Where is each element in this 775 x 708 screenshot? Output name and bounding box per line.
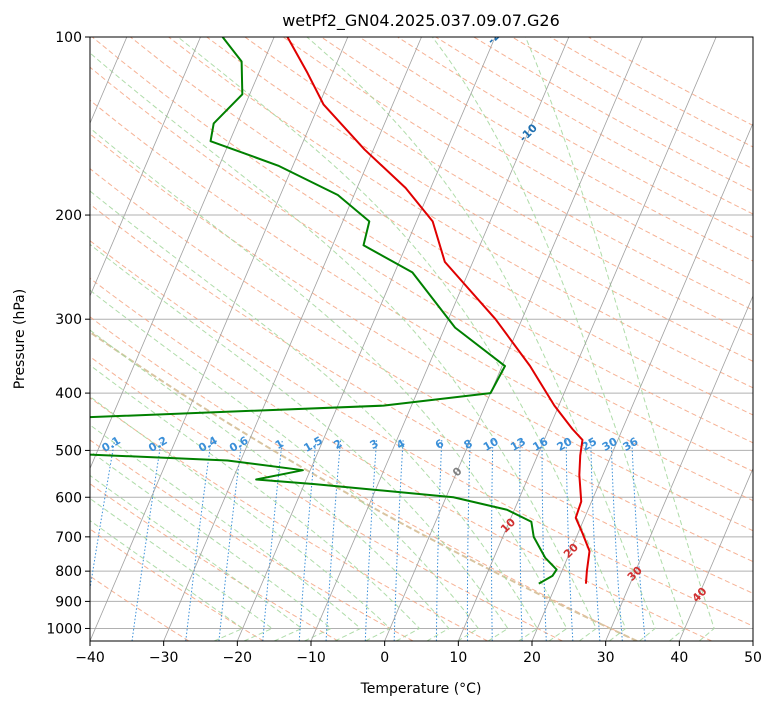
y-tick-label: 800 (55, 564, 82, 580)
isotherm-line (310, 37, 570, 641)
isotherm-line (678, 467, 753, 641)
mixing-ratio-line (218, 439, 243, 641)
x-tick-label: 0 (380, 650, 389, 666)
moist-adiabat (90, 364, 421, 641)
profile-lines (90, 37, 591, 585)
y-tick-label: 100 (55, 30, 82, 46)
dry-adiabat (90, 66, 753, 472)
x-tick-label: −40 (75, 650, 105, 666)
chart-title: wetPf2_GN04.2025.037.09.07.G26 (282, 11, 560, 31)
dry-adiabat (206, 37, 753, 362)
isotherm-line (236, 37, 496, 641)
dry-adiabat (90, 397, 488, 641)
plot-area-background (90, 37, 753, 641)
x-tick-label: 20 (523, 650, 541, 666)
moist-adiabat (90, 497, 274, 641)
mixing-ratio-line (541, 439, 547, 641)
moist-adiabat (90, 289, 480, 641)
isotherm-line (605, 294, 753, 641)
moist-adiabat (90, 243, 509, 641)
mixing-ratio-line (185, 439, 212, 641)
moist-adiabat (177, 37, 627, 641)
isotherm-line (90, 37, 201, 297)
mixing-ratio-line (393, 439, 404, 641)
mixing-ratio-line (631, 439, 646, 641)
dry-adiabat (90, 133, 753, 532)
x-tick-label: −30 (149, 650, 179, 666)
dry-adiabat (90, 356, 563, 641)
x-tick-label: 50 (744, 650, 762, 666)
moist-adiabat (431, 37, 686, 641)
y-tick-label: 500 (55, 443, 82, 459)
isotherm-line (384, 37, 643, 641)
mixing-ratio-line (491, 439, 494, 641)
plot-frame (89, 36, 754, 642)
dry-adiabat (90, 528, 264, 641)
x-axis-label: Temperature (°C) (360, 681, 482, 697)
dry-adiabat (90, 277, 712, 641)
x-tick-label: 10 (449, 650, 467, 666)
moist-adiabat (90, 329, 450, 641)
y-tick-label: 900 (55, 594, 82, 610)
mixing-ratio-line (262, 439, 283, 641)
y-tick-label: 600 (55, 490, 82, 506)
mixing-ratio-lines (90, 439, 646, 641)
temperature-line (286, 37, 591, 584)
mixing-ratio-line (298, 439, 317, 641)
y-axis-label: Pressure (hPa) (12, 289, 28, 389)
dry-adiabat (130, 37, 753, 416)
dry-adiabat (168, 37, 753, 389)
moist-adiabat (90, 52, 597, 641)
isotherm-label: -20 (485, 24, 508, 47)
mixing-ratio-line (565, 439, 574, 641)
isotherm-line (90, 37, 275, 470)
mixing-ratio-line (435, 439, 443, 641)
isotherm-line (90, 37, 349, 641)
y-tick-label: 700 (55, 530, 82, 546)
dry-adiabat (90, 240, 753, 627)
mixing-ratio-line (590, 439, 601, 641)
x-tick-label: −20 (223, 650, 253, 666)
dry-adiabat (244, 37, 753, 336)
y-tick-label: 1000 (46, 621, 82, 637)
mixing-ratio-line (610, 439, 623, 641)
moist-adiabat (90, 395, 391, 641)
dry-adiabat (90, 168, 753, 563)
y-tick-label: 300 (55, 312, 82, 328)
moist-adiabat (525, 37, 715, 641)
y-tick-label: 200 (55, 208, 82, 224)
dry-adiabat (90, 203, 753, 594)
mixing-ratio-line (131, 439, 162, 641)
x-tick-label: −10 (296, 650, 326, 666)
dry-adiabat (90, 99, 753, 502)
moist-adiabat (90, 190, 539, 641)
dewpoint-line (90, 37, 558, 585)
isotherm-line (163, 37, 422, 641)
isotherms (90, 37, 753, 641)
y-tick-label: 400 (55, 386, 82, 402)
y-axis: 1000 900 800 700 600 500 400 300 200 100 (46, 30, 90, 637)
isotherm-line (531, 122, 753, 641)
mixing-ratio-line (364, 439, 378, 641)
mixing-ratio-line (519, 439, 523, 641)
x-tick-label: 40 (670, 650, 688, 666)
moist-adiabat (90, 474, 303, 641)
x-tick-label: 30 (597, 650, 615, 666)
isotherm-line (457, 37, 717, 641)
x-axis: −40 −30 −20 −10 0 10 20 30 40 50 (75, 641, 762, 666)
mixing-ratio-line (466, 439, 471, 641)
